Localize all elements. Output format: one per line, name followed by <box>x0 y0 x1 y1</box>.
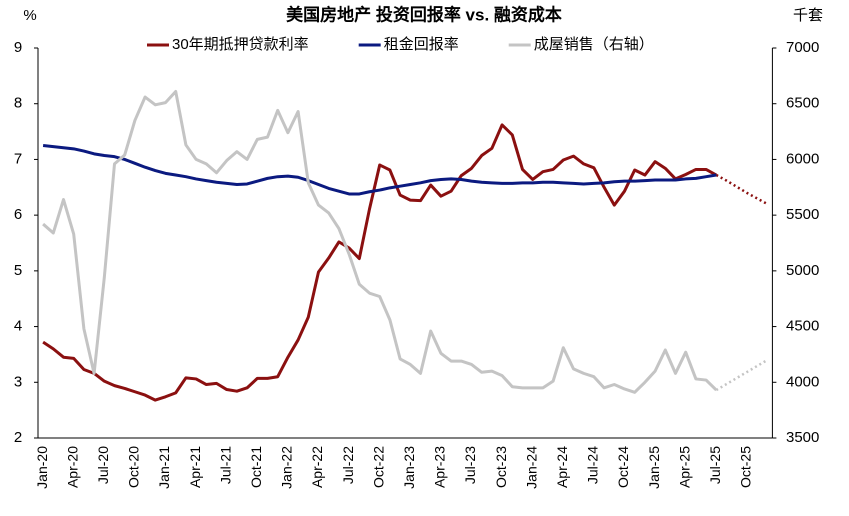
legend-label: 租金回报率 <box>384 36 459 53</box>
x-tick-label: Jan-20 <box>34 446 50 489</box>
y-tick-label: 4 <box>14 318 22 335</box>
y2-tick-label: 7000 <box>786 39 819 56</box>
x-tick-label: Jul-25 <box>707 446 723 484</box>
y-tick-label: 7 <box>14 150 22 167</box>
x-tick-label: Jan-25 <box>646 446 662 489</box>
x-tick-label: Apr-21 <box>187 446 203 488</box>
y2-tick-label: 5000 <box>786 262 819 279</box>
x-tick-label: Oct-21 <box>248 446 264 488</box>
x-tick-label: Jan-23 <box>401 446 417 489</box>
legend-label: 成屋销售（右轴） <box>534 36 654 53</box>
x-tick-label: Apr-20 <box>64 446 80 488</box>
y-tick-label: 8 <box>14 95 22 112</box>
y2-tick-label: 6000 <box>786 150 819 167</box>
x-tick-label: Jul-21 <box>217 446 233 484</box>
y2-tick-label: 3500 <box>786 429 819 446</box>
y2-tick-label: 6500 <box>786 95 819 112</box>
legend-label: 30年期抵押贷款利率 <box>172 36 309 53</box>
y-tick-label: 5 <box>14 262 22 279</box>
x-tick-label: Oct-20 <box>126 446 142 488</box>
x-tick-label: Oct-25 <box>738 446 754 488</box>
series-line <box>42 89 718 394</box>
x-tick-label: Jul-20 <box>95 446 111 484</box>
x-tick-label: Apr-22 <box>309 446 325 488</box>
chart-title: 美国房地产 投资回报率 vs. 融资成本 <box>286 4 562 24</box>
y2-tick-label: 4000 <box>786 373 819 390</box>
y2-tick-label: 5500 <box>786 206 819 223</box>
x-tick-label: Oct-22 <box>370 446 386 488</box>
x-tick-label: Jan-21 <box>156 446 172 489</box>
x-tick-label: Oct-24 <box>615 446 631 488</box>
y-tick-label: 2 <box>14 429 22 446</box>
x-tick-label: Apr-24 <box>554 446 570 488</box>
y-axis-unit: % <box>23 7 36 24</box>
series-line-dotted <box>715 173 768 206</box>
x-tick-label: Apr-25 <box>676 446 692 488</box>
x-tick-label: Jul-24 <box>585 446 601 484</box>
y2-tick-label: 4500 <box>786 318 819 335</box>
x-tick-label: Jul-23 <box>462 446 478 484</box>
x-tick-label: Oct-23 <box>493 446 509 488</box>
x-tick-label: Jul-22 <box>340 446 356 484</box>
y2-axis-unit: 千套 <box>793 7 823 24</box>
y-tick-label: 9 <box>14 39 22 56</box>
x-tick-label: Apr-23 <box>432 446 448 488</box>
y-tick-label: 6 <box>14 206 22 223</box>
x-tick-label: Jan-22 <box>279 446 295 489</box>
series-line-dotted <box>715 358 768 392</box>
y-tick-label: 3 <box>14 373 22 390</box>
series-line <box>42 123 718 402</box>
x-tick-label: Jan-24 <box>523 446 539 489</box>
series-line <box>42 144 717 196</box>
